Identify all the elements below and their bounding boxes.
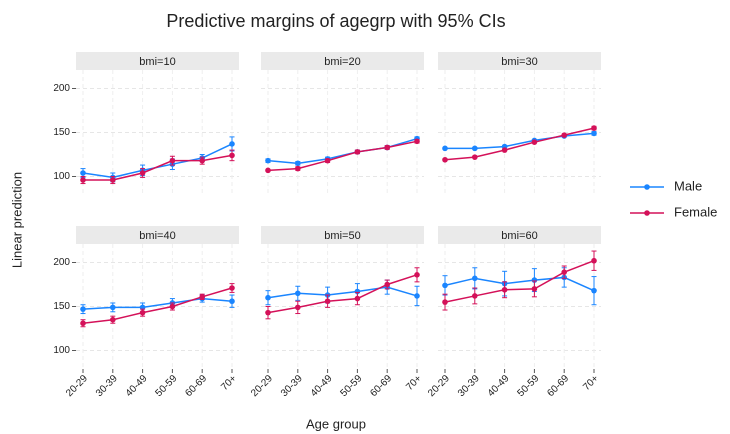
data-point xyxy=(442,145,448,152)
series-line xyxy=(445,132,595,150)
series-line xyxy=(267,286,418,299)
data-point xyxy=(295,304,301,311)
data-point xyxy=(265,294,271,301)
data-point xyxy=(80,177,86,183)
data-point xyxy=(561,269,567,275)
series-line xyxy=(444,127,595,161)
data-point xyxy=(442,282,448,289)
panel-header xyxy=(76,226,239,244)
data-point xyxy=(265,309,271,316)
data-point xyxy=(139,170,146,176)
data-point xyxy=(414,138,420,145)
panel-title: bmi=20 xyxy=(324,56,360,68)
panel-title: bmi=30 xyxy=(501,56,537,68)
data-point xyxy=(295,290,301,297)
legend-label: Female xyxy=(674,204,717,219)
panel-header xyxy=(438,226,601,244)
data-point xyxy=(472,154,478,160)
data-point xyxy=(229,285,235,291)
series-line xyxy=(267,274,418,314)
data-point xyxy=(199,157,205,164)
series-line xyxy=(267,140,418,172)
data-point xyxy=(472,275,478,282)
data-point xyxy=(169,303,176,310)
data-point xyxy=(531,286,538,292)
panel-header xyxy=(261,226,424,244)
data-point xyxy=(561,132,567,138)
data-point xyxy=(80,320,86,327)
data-point xyxy=(324,157,331,164)
y-tick-label: 200 xyxy=(53,83,70,94)
data-point xyxy=(110,316,116,323)
data-point xyxy=(199,294,205,300)
data-point xyxy=(139,309,146,316)
panel-header xyxy=(76,52,239,70)
data-point xyxy=(229,141,235,147)
data-point xyxy=(295,160,301,167)
data-point xyxy=(442,156,448,163)
panel-title: bmi=10 xyxy=(139,56,175,68)
data-point xyxy=(110,177,116,183)
data-point xyxy=(324,298,331,305)
series-line xyxy=(83,154,233,181)
data-point xyxy=(354,288,361,295)
series-line xyxy=(444,260,595,303)
y-tick-label: 100 xyxy=(53,171,70,182)
data-point xyxy=(354,295,361,302)
y-tick-label: 150 xyxy=(53,301,70,312)
data-point xyxy=(80,306,86,312)
series-line xyxy=(444,276,595,292)
legend-marker xyxy=(644,184,650,190)
panel-title: bmi=60 xyxy=(501,230,537,242)
chart-title: Predictive margins of agegrp with 95% CI… xyxy=(166,11,505,31)
data-point xyxy=(229,298,235,305)
data-point xyxy=(591,287,597,294)
data-point xyxy=(531,277,538,283)
data-point xyxy=(265,167,271,174)
data-point xyxy=(531,139,538,145)
data-point xyxy=(384,144,391,151)
panel-header xyxy=(438,52,601,70)
panel-title: bmi=50 xyxy=(324,230,360,242)
data-point xyxy=(591,257,597,264)
data-point xyxy=(472,145,478,152)
data-point xyxy=(501,147,508,153)
series-line xyxy=(82,287,233,324)
data-point xyxy=(414,272,420,278)
data-point xyxy=(501,286,508,293)
data-point xyxy=(591,130,597,137)
series-line xyxy=(82,297,233,310)
data-point xyxy=(110,304,116,311)
legend-label: Male xyxy=(674,178,702,193)
data-point xyxy=(591,125,597,131)
data-point xyxy=(169,157,176,164)
data-point xyxy=(354,149,361,155)
data-point xyxy=(472,293,478,299)
y-tick-label: 150 xyxy=(53,127,70,138)
y-axis-label: Linear prediction xyxy=(9,172,24,268)
y-tick-label: 200 xyxy=(53,257,70,268)
y-tick-label: 100 xyxy=(53,345,70,356)
x-axis-label: Age group xyxy=(306,416,366,431)
panel-title: bmi=40 xyxy=(139,230,175,242)
data-point xyxy=(80,170,86,176)
legend-marker xyxy=(644,210,650,216)
data-point xyxy=(295,165,301,172)
data-point xyxy=(229,152,235,159)
data-point xyxy=(265,157,271,164)
data-point xyxy=(442,299,448,305)
data-point xyxy=(414,293,420,299)
panel-header xyxy=(261,52,424,70)
data-point xyxy=(384,281,391,288)
